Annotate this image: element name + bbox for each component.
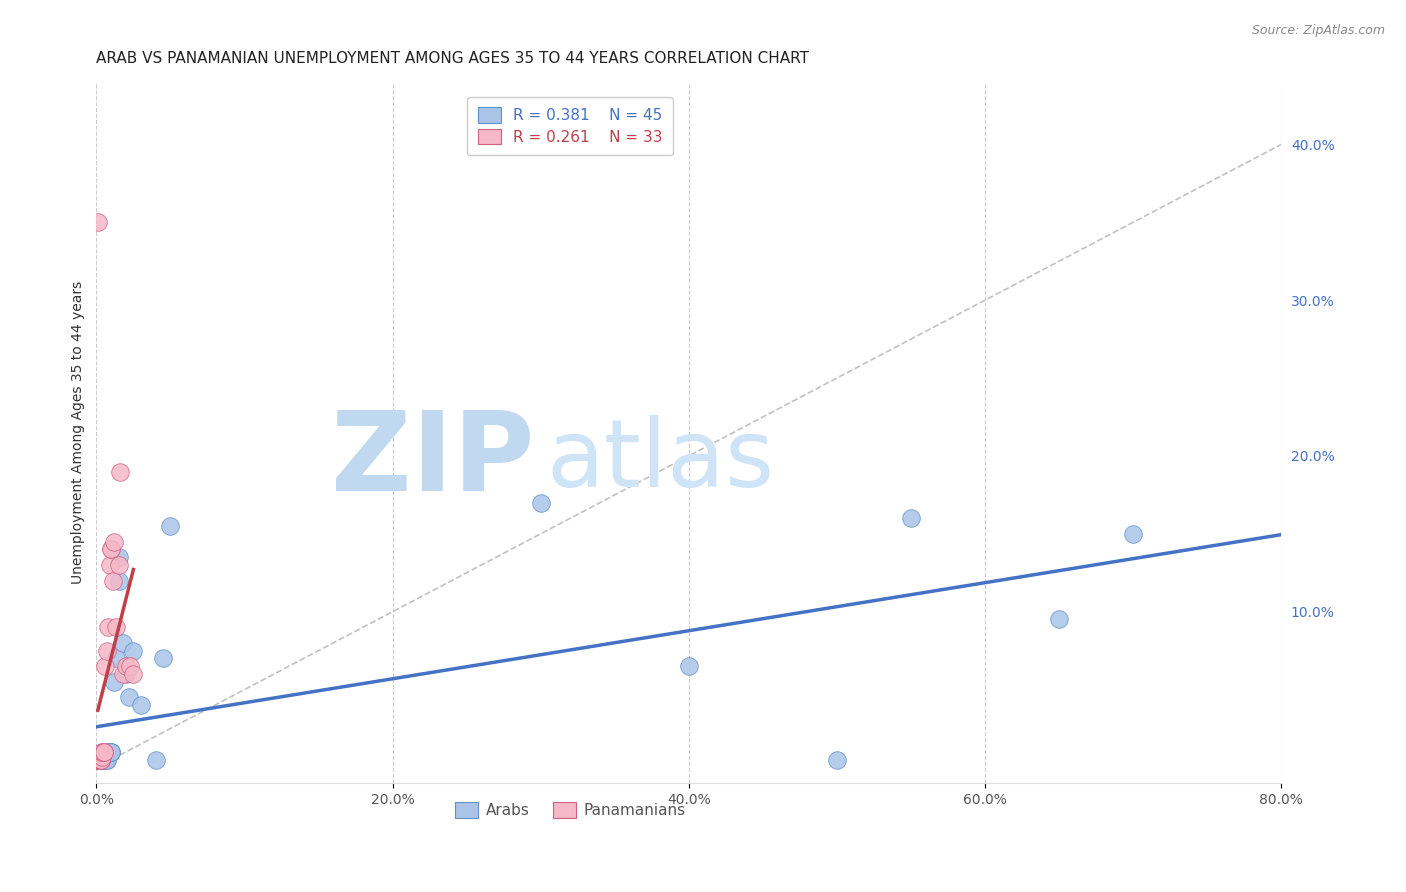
Point: [1122, 526, 1144, 541]
Point: [120, 659, 142, 673]
Point: [100, 542, 122, 557]
Point: [93, 745, 115, 759]
Point: [89, 753, 111, 767]
Point: [87, 753, 110, 767]
Point: [90, 753, 112, 767]
Point: [900, 511, 922, 525]
Point: [93, 753, 115, 767]
Point: [129, 698, 152, 713]
Point: [825, 753, 848, 767]
Point: [90, 753, 112, 767]
Point: [87, 753, 110, 767]
Point: [94, 659, 117, 673]
Point: [91, 753, 114, 767]
Point: [89, 753, 111, 767]
Point: [104, 651, 127, 665]
Point: [96, 753, 118, 767]
Text: atlas: atlas: [547, 415, 775, 507]
Point: [118, 690, 141, 705]
Point: [159, 519, 181, 533]
Point: [89, 753, 111, 767]
Point: [87, 753, 110, 767]
Point: [100, 745, 122, 759]
Point: [115, 667, 138, 681]
Point: [87, 753, 110, 767]
Point: [89, 753, 111, 767]
Point: [98, 745, 121, 759]
Point: [94, 753, 117, 767]
Point: [115, 659, 138, 673]
Point: [152, 651, 174, 665]
Point: [97, 745, 120, 759]
Point: [91, 745, 114, 759]
Point: [530, 496, 553, 510]
Point: [97, 745, 120, 759]
Point: [90, 753, 112, 767]
Point: [100, 542, 122, 557]
Point: [87, 215, 110, 229]
Point: [90, 753, 112, 767]
Point: [87, 753, 110, 767]
Point: [108, 465, 131, 479]
Point: [91, 745, 114, 759]
Point: [107, 550, 129, 565]
Point: [89, 753, 111, 767]
Point: [89, 753, 111, 767]
Point: [93, 745, 115, 759]
Point: [111, 636, 134, 650]
Point: [122, 643, 145, 657]
Point: [87, 753, 110, 767]
Point: [91, 753, 114, 767]
Point: [93, 753, 115, 767]
Point: [103, 534, 125, 549]
Text: ARAB VS PANAMANIAN UNEMPLOYMENT AMONG AGES 35 TO 44 YEARS CORRELATION CHART: ARAB VS PANAMANIAN UNEMPLOYMENT AMONG AG…: [97, 51, 810, 66]
Point: [104, 620, 127, 634]
Text: ZIP: ZIP: [332, 407, 534, 514]
Point: [103, 674, 125, 689]
Point: [101, 574, 124, 588]
Point: [1047, 612, 1070, 626]
Point: [107, 558, 129, 572]
Point: [145, 753, 167, 767]
Point: [87, 753, 110, 767]
Point: [98, 558, 121, 572]
Point: [91, 749, 114, 764]
Text: Source: ZipAtlas.com: Source: ZipAtlas.com: [1251, 24, 1385, 37]
Point: [97, 620, 120, 634]
Point: [90, 753, 112, 767]
Point: [90, 753, 112, 767]
Point: [678, 659, 700, 673]
Point: [91, 753, 114, 767]
Legend: Arabs, Panamanians: Arabs, Panamanians: [449, 797, 692, 824]
Point: [100, 745, 122, 759]
Point: [122, 667, 145, 681]
Point: [96, 643, 118, 657]
Point: [93, 753, 115, 767]
Point: [111, 667, 134, 681]
Y-axis label: Unemployment Among Ages 35 to 44 years: Unemployment Among Ages 35 to 44 years: [72, 281, 86, 584]
Point: [87, 753, 110, 767]
Point: [94, 753, 117, 767]
Point: [107, 574, 129, 588]
Point: [89, 753, 111, 767]
Point: [100, 745, 122, 759]
Point: [90, 753, 112, 767]
Point: [96, 753, 118, 767]
Point: [89, 753, 111, 767]
